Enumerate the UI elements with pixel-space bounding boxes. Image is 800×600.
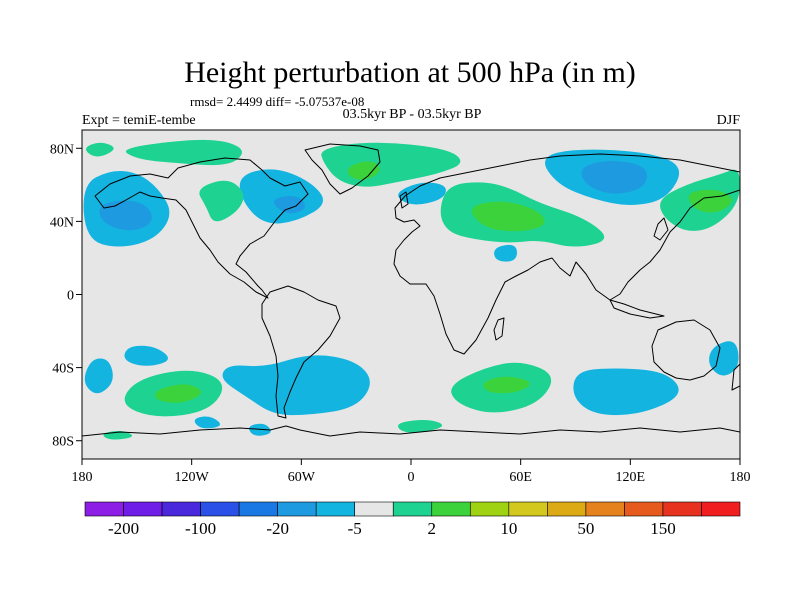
coastline-uk [399,191,409,209]
y-tick-label: 0 [67,289,74,304]
coastline-new-zealand [731,363,740,391]
colorbar-swatch [354,501,394,517]
negative-anomaly-level-1 [84,358,113,394]
coastline-antarctica [82,425,740,437]
colorbar: -200 -100 -20 -5 2 10 50 150 [84,501,741,538]
x-tick-label: 60W [288,470,316,485]
coastline-south-america [261,285,341,419]
y-tick-label: 40N [50,215,74,230]
negative-anomaly-level-2 [99,200,152,231]
colorbar-swatch [547,501,587,517]
y-tick-label: 40S [52,362,74,377]
x-tick-label: 120E [616,470,646,485]
colorbar-label: -20 [266,519,289,538]
colorbar-label: 50 [577,519,594,538]
x-tick-label: 180 [730,470,751,485]
coastline-madagascar [493,317,505,341]
colorbar-swatch [123,501,163,517]
colorbar-label: -5 [348,519,362,538]
coastline-australia [651,319,721,381]
colorbar-swatch [277,501,317,517]
negative-anomaly-level-1 [494,244,517,262]
coastline-eurasia-africa [393,153,740,355]
x-tick-label: 120W [175,470,210,485]
colorbar-swatch [84,501,124,517]
positive-anomaly-level-2 [347,161,380,180]
positive-anomaly-level-2 [155,384,201,403]
colorbar-label: -100 [185,519,216,538]
negative-anomaly-level-2 [581,161,647,194]
figure-title: Height perturbation at 500 hPa (in m) [184,56,636,89]
positive-anomaly-level-1 [125,139,242,166]
negative-anomaly-level-1 [124,345,168,366]
coastline-japan [653,217,669,241]
colorbar-label: -200 [108,519,139,538]
positive-anomaly-level-2 [471,201,545,232]
coastline-layer [82,143,740,437]
positive-anomaly-level-2 [483,376,530,394]
colorbar-swatch [238,501,278,517]
y-tick-label: 80S [52,435,74,450]
negative-anomaly-level-1 [194,416,221,429]
colorbar-swatch [624,501,664,517]
colorbar-swatch [161,501,201,517]
positive-anomaly-level-1 [86,142,114,157]
colorbar-swatch [315,501,356,517]
colorbar-swatch [200,501,240,517]
colorbar-swatch [392,501,433,517]
coastline-north-america [94,157,309,299]
y-tick-label: 80N [50,142,74,157]
colorbar-swatch [662,501,702,517]
colorbar-swatch [469,501,510,517]
colorbar-swatch [431,501,471,517]
positive-anomaly-level-2 [688,189,732,213]
colorbar-swatch [508,501,548,517]
stats-label: rmsd= 2.4499 diff= -5.07537e-08 [190,94,364,109]
season-label: DJF [717,113,741,128]
coastline-greenland [304,143,381,195]
positive-anomaly-level-1 [199,180,244,222]
colorbar-label: 150 [650,519,676,538]
colorbar-swatch [585,501,625,517]
anomaly-layer [83,139,740,440]
colorbar-label: 2 [428,519,437,538]
negative-anomaly-level-1 [398,182,446,205]
axis-ticks: 180 120W 60W 0 60E 120E 180 80N 40N 0 40S 80S [50,142,751,485]
x-tick-label: 180 [72,470,93,485]
positive-anomaly-level-1 [398,420,443,433]
negative-anomaly-level-1 [573,368,679,416]
period-label: 03.5kyr BP - 03.5kyr BP [343,107,482,122]
negative-anomaly-level-1 [222,355,370,416]
map-panel [81,129,741,460]
x-tick-label: 60E [509,470,532,485]
experiment-label: Expt = temiE-tembe [82,113,196,128]
coastline-indonesia [609,299,665,319]
colorbar-label: 10 [500,519,517,538]
negative-anomaly-level-2 [274,195,305,214]
colorbar-swatch [701,501,741,517]
negative-anomaly-level-1 [709,341,739,376]
x-tick-label: 0 [408,470,415,485]
